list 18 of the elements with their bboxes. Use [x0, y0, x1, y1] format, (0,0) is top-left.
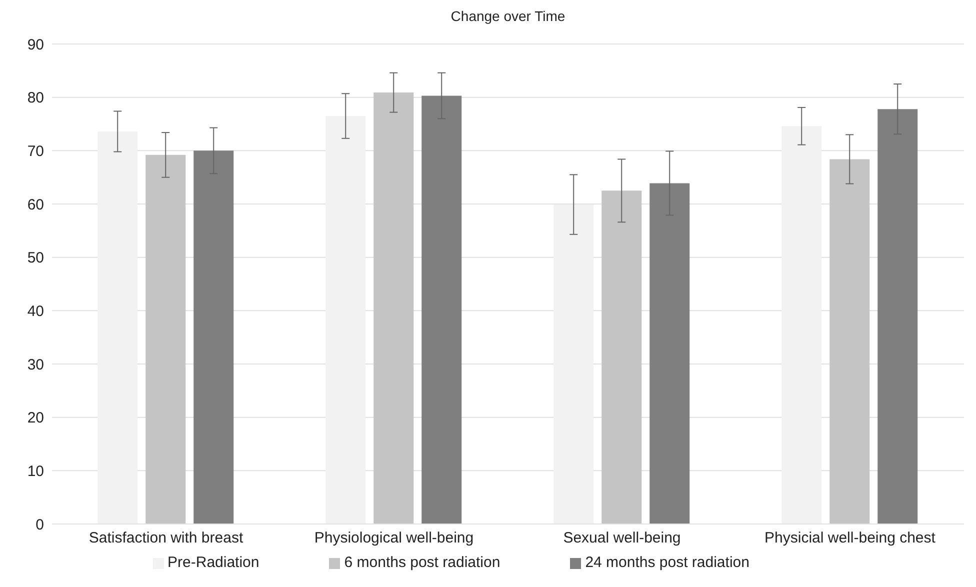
y-tick-label: 20 — [27, 410, 44, 427]
y-tick-label: 40 — [27, 302, 44, 320]
x-tick-label: Physiological well-being — [314, 530, 474, 547]
x-tick-label: Satisfaction with breast — [88, 530, 244, 547]
legend-label: Pre-Radiation — [168, 554, 260, 571]
y-tick-label: 90 — [27, 36, 44, 54]
y-tick-label: 80 — [27, 90, 44, 107]
y-tick-label: 60 — [27, 196, 44, 214]
legend-label: 6 months post radiation — [344, 554, 500, 571]
y-tick-label: 0 — [36, 516, 44, 534]
y-tick-label: 50 — [27, 250, 44, 267]
chart-title: Change over Time — [450, 8, 566, 26]
x-tick-label: Sexual well-being — [563, 530, 681, 547]
x-tick-label: Physicial well-being chest — [764, 530, 936, 547]
y-tick-label: 70 — [27, 142, 44, 160]
y-tick-label: 30 — [27, 356, 44, 374]
y-tick-label: 10 — [27, 462, 44, 480]
legend-label: 24 months post radiation — [585, 554, 750, 571]
